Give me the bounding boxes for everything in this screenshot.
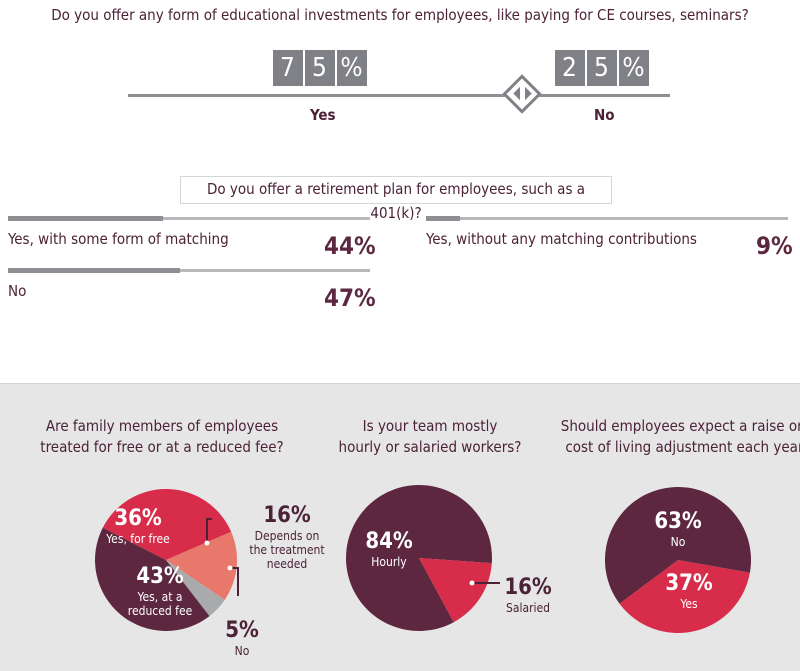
no-digit-3: %: [619, 50, 649, 86]
education-yes-line: [128, 94, 508, 97]
pie-1-label-reduced-text: reduced fee: [128, 604, 193, 618]
pie-1-label-depends-text: Depends on: [255, 529, 320, 543]
pie-2-question: Is your team mostly hourly or salaried w…: [300, 416, 560, 458]
pie-3-question-line: Should employees expect a raise or a: [560, 417, 800, 435]
pie-2-label-hourly-pct: 84%: [365, 529, 413, 554]
pie-3-question-line: cost of living adjustment each year?: [565, 438, 800, 456]
option-bar-fill: [8, 216, 163, 221]
pie-1-label-depends-pct: 16%: [263, 503, 311, 528]
yes-digit-1: 7: [273, 50, 303, 86]
yes-digit-2: 5: [305, 50, 335, 86]
retirement-option-pct: 47%: [324, 284, 376, 312]
retirement-option-label: No: [8, 282, 27, 300]
pie-1-label-depends-text: needed: [267, 557, 308, 571]
pie-1-question-line: Are family members of employees: [45, 417, 279, 435]
pie-1-label-no-text: No: [235, 644, 250, 658]
pie-2-leader-dot: [469, 580, 475, 586]
pie-1-label-free-pct: 36%: [114, 506, 162, 531]
pie-2-label-salaried-pct: 16%: [504, 575, 552, 600]
education-no-line: [536, 94, 670, 97]
pie-1-leader-line: [206, 518, 212, 541]
pie-1-label-reduced-pct: 43%: [136, 564, 184, 589]
retirement-option-pct: 44%: [324, 232, 376, 260]
pie-3-label-no-text: No: [671, 535, 686, 549]
pie-3-slice: [619, 560, 750, 633]
pie-1-slice: [166, 560, 225, 617]
pie-3-slice: [605, 486, 752, 604]
option-bar-fill: [8, 268, 180, 273]
pie-1-label-free-text: Yes, for free: [105, 532, 170, 546]
pie-2-question-line: hourly or salaried workers?: [338, 438, 522, 456]
pie-3-label-yes-text: Yes: [679, 597, 698, 611]
pie-2-slice: [346, 485, 493, 631]
pie-2-label-salaried-text: Salaried: [506, 601, 550, 615]
pie-3-label-no-pct: 63%: [654, 509, 702, 534]
pie-1-leader-dot: [204, 540, 210, 546]
pie-1-slice: [95, 527, 210, 631]
pie-1-label-no-pct: 5%: [225, 618, 259, 643]
pie-1-slice: [166, 531, 238, 600]
option-bar-track: [8, 217, 370, 220]
no-digit-1: 2: [555, 50, 585, 86]
pie-1-slice: [102, 488, 232, 560]
option-bar-track: [426, 217, 788, 220]
pie-3-label-yes-pct: 37%: [665, 571, 713, 596]
education-no-label: No: [594, 106, 615, 124]
retirement-question: Do you offer a retirement plan for emplo…: [180, 176, 612, 222]
pie-2-label-hourly-text: Hourly: [371, 555, 407, 569]
option-bar-fill: [426, 216, 460, 221]
pie-1-question: Are family members of employees treated …: [32, 416, 292, 458]
pie-1-label-reduced-text: Yes, at a: [136, 590, 182, 604]
pie-1-question-line: treated for free or at a reduced fee?: [40, 438, 284, 456]
pie-1-leader-dot: [227, 565, 233, 571]
education-yes-label: Yes: [310, 106, 336, 124]
slider-handle-gap: [520, 82, 525, 106]
pie-3-question: Should employees expect a raise or a cos…: [558, 416, 800, 458]
pie-1-leader-line: [230, 567, 239, 596]
retirement-option-label: Yes, with some form of matching: [8, 230, 229, 248]
pie-2-question-line: Is your team mostly: [362, 417, 498, 435]
education-question: Do you offer any form of educational inv…: [51, 6, 749, 24]
pie-1-label-depends-text: the treatment: [249, 543, 324, 557]
retirement-option-label: Yes, without any matching contributions: [426, 230, 697, 248]
pie-2-slice: [419, 558, 492, 623]
no-digit-2: 5: [587, 50, 617, 86]
option-bar-track: [8, 269, 370, 272]
yes-digit-3: %: [337, 50, 367, 86]
retirement-option-pct: 9%: [756, 232, 793, 260]
